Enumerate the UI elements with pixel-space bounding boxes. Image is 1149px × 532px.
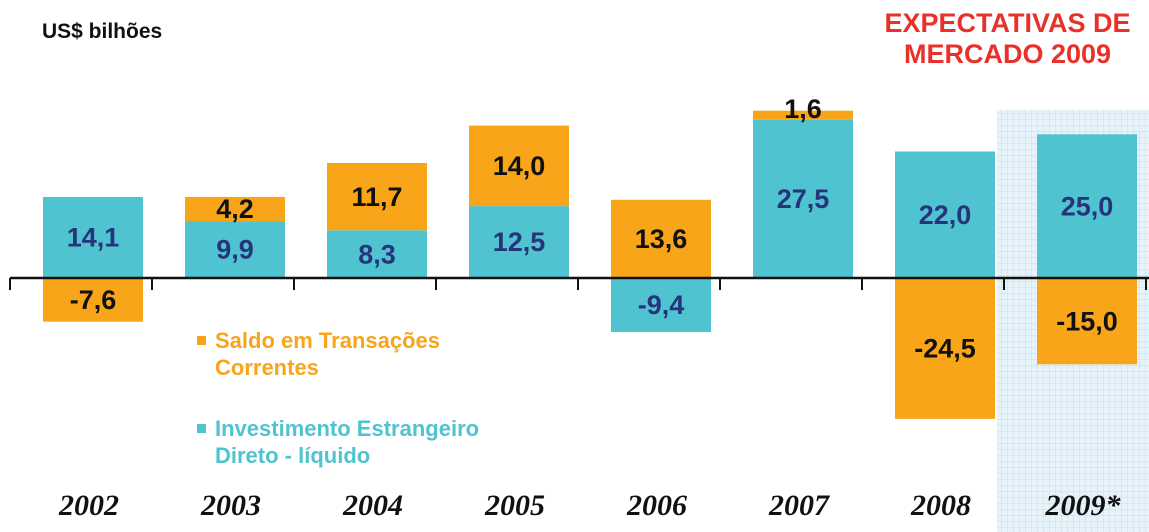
bar-segment — [611, 199, 711, 278]
value-label: 4,2 — [216, 194, 254, 224]
value-label: -15,0 — [1056, 306, 1118, 336]
bar-segment — [611, 278, 711, 333]
bar-segment — [753, 110, 853, 120]
bar-segment — [327, 163, 427, 231]
bar-segment — [895, 151, 995, 278]
value-label: 22,0 — [919, 200, 972, 230]
legend-label: Saldo em Transações Correntes — [215, 328, 440, 380]
value-label: 14,1 — [67, 223, 120, 253]
unit-label: US$ bilhões — [42, 20, 163, 43]
value-label: -7,6 — [70, 285, 117, 315]
bar-segment — [1037, 278, 1137, 365]
bar-segment — [469, 206, 569, 278]
bar-segment — [469, 125, 569, 207]
x-tick-label: 2003 — [200, 489, 261, 522]
bar-segment — [43, 278, 143, 322]
x-tick-label: 2005 — [484, 489, 545, 522]
bar-segment — [1037, 134, 1137, 278]
value-label: 8,3 — [358, 239, 396, 269]
bar-segment — [185, 221, 285, 278]
x-tick-label: 2006 — [626, 489, 687, 522]
value-label: 14,0 — [493, 151, 546, 181]
x-tick-label: 2002 — [58, 489, 119, 522]
bar-segment — [753, 119, 853, 278]
x-tick-label: 2007 — [768, 489, 830, 522]
value-label: 11,7 — [351, 182, 402, 212]
value-label: 27,5 — [777, 184, 830, 214]
legend-label: Investimento Estrangeiro Direto - líquid… — [215, 416, 480, 468]
bar-segment — [895, 278, 995, 419]
value-label: 12,5 — [493, 227, 546, 257]
value-label: 1,6 — [784, 94, 822, 124]
value-label: 25,0 — [1061, 191, 1114, 221]
bar-segment — [327, 230, 427, 278]
legend-swatch — [197, 336, 206, 345]
x-tick-label: 2008 — [910, 489, 971, 522]
value-label: -24,5 — [914, 334, 976, 364]
legend-swatch — [197, 424, 206, 433]
bar-segment — [43, 196, 143, 278]
value-label: -9,4 — [638, 290, 685, 320]
annotation: EXPECTATIVAS DE MERCADO 2009 — [884, 8, 1131, 69]
value-label: 9,9 — [216, 235, 254, 265]
bar-segment — [185, 196, 285, 222]
x-tick-label: 2009* — [1045, 489, 1122, 522]
x-tick-label: 2004 — [342, 489, 403, 522]
value-label: 13,6 — [635, 224, 688, 254]
